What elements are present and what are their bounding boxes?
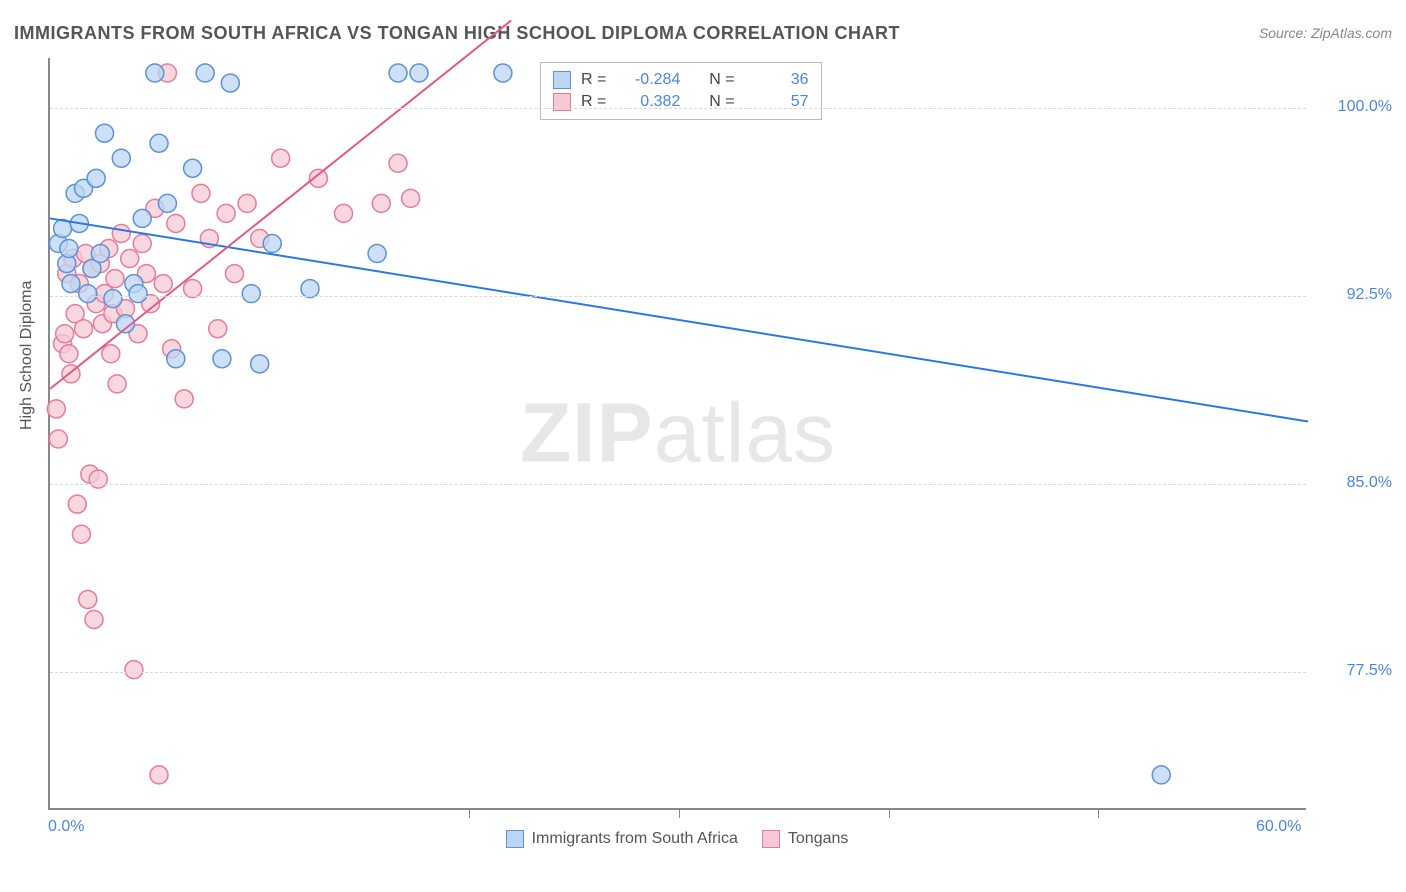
legend-label-2: Tongans: [788, 830, 849, 848]
chart-svg: [50, 58, 1306, 808]
swatch-series-1-bottom: [506, 830, 524, 848]
y-tick-label: 77.5%: [1312, 662, 1392, 680]
swatch-series-2-bottom: [762, 830, 780, 848]
swatch-series-1: [553, 71, 571, 89]
n-value-1: 36: [745, 71, 809, 89]
legend-item-1: Immigrants from South Africa: [506, 830, 738, 848]
bottom-legend: Immigrants from South Africa Tongans: [48, 830, 1306, 848]
source-text: Source: ZipAtlas.com: [1259, 25, 1392, 41]
y-tick-label: 92.5%: [1312, 286, 1392, 304]
stat-row-1: R = -0.284 N = 36: [553, 69, 809, 91]
y-axis-label: High School Diploma: [18, 281, 36, 430]
n-label: N =: [709, 71, 734, 89]
stat-box: R = -0.284 N = 36 R = 0.382 N = 57: [540, 62, 822, 120]
plot-area: ZIPatlas R = -0.284 N = 36 R = 0.382 N =…: [48, 58, 1306, 810]
y-tick-label: 85.0%: [1312, 474, 1392, 492]
legend-item-2: Tongans: [762, 830, 849, 848]
r-label: R =: [581, 71, 606, 89]
chart-title: IMMIGRANTS FROM SOUTH AFRICA VS TONGAN H…: [14, 23, 900, 44]
legend-label-1: Immigrants from South Africa: [532, 830, 738, 848]
y-tick-label: 100.0%: [1312, 98, 1392, 116]
r-value-1: -0.284: [616, 71, 680, 89]
stat-row-2: R = 0.382 N = 57: [553, 91, 809, 113]
